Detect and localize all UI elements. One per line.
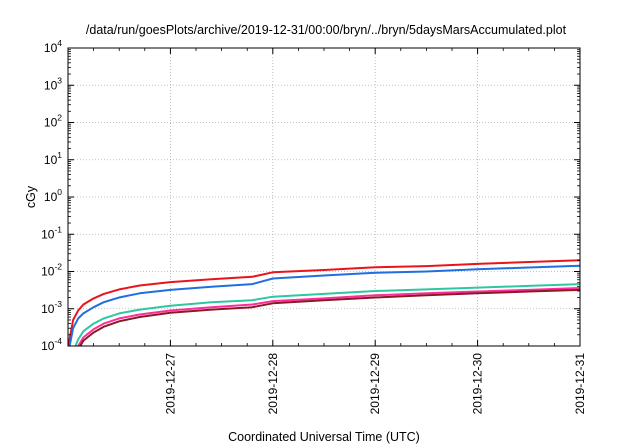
tick-marks [68, 47, 581, 347]
y-tick-base: 10 [44, 41, 58, 55]
y-tick-exponent: 4 [57, 38, 62, 48]
y-tick-exponent: -4 [54, 336, 62, 346]
y-tick-label: 103 [44, 75, 62, 92]
y-tick-exponent: 1 [57, 150, 62, 160]
series-line-4 [77, 287, 580, 346]
y-tick-label: 104 [44, 38, 62, 55]
x-tick-label: 2019-12-29 [368, 353, 382, 415]
y-tick-base: 10 [44, 153, 58, 167]
y-tick-base: 10 [41, 339, 55, 353]
y-tick-base: 10 [44, 116, 58, 130]
y-tick-exponent: 0 [57, 187, 62, 197]
y-tick-base: 10 [44, 78, 58, 92]
grid-lines [68, 48, 580, 346]
y-tick-base: 10 [41, 227, 55, 241]
y-tick-base: 10 [44, 190, 58, 204]
y-tick-exponent: -2 [54, 262, 62, 272]
y-tick-exponent: 3 [57, 75, 62, 85]
series-layer [68, 259, 580, 346]
y-axis-label: cGy [24, 185, 38, 208]
x-tick-label: 2019-12-30 [471, 353, 485, 415]
x-tick-label: 2019-12-31 [573, 353, 587, 415]
series-line-3 [74, 283, 580, 346]
chart-title: /data/run/goesPlots/archive/2019-12-31/0… [86, 23, 567, 37]
y-tick-base: 10 [41, 265, 55, 279]
x-tick-label: 2019-12-28 [266, 353, 280, 415]
y-tick-exponent: -3 [54, 299, 62, 309]
series-line-1 [68, 259, 580, 346]
y-tick-base: 10 [41, 302, 55, 316]
y-tick-label: 10-2 [41, 262, 62, 279]
x-tick-label: 2019-12-27 [163, 353, 177, 415]
series-line-2 [68, 264, 580, 346]
y-tick-label: 10-4 [41, 336, 62, 353]
y-tick-label: 10-1 [41, 224, 62, 241]
y-tick-label: 102 [44, 113, 62, 130]
x-tick-labels: 2019-12-27 2019-12-28 2019-12-29 2019-12-30… [163, 353, 587, 415]
y-tick-label: 100 [44, 187, 62, 204]
y-tick-label: 101 [44, 150, 62, 167]
series-line-5 [79, 288, 580, 346]
x-axis-label: Coordinated Universal Time (UTC) [228, 430, 420, 444]
y-tick-exponent: -1 [54, 224, 62, 234]
y-tick-exponent: 2 [57, 113, 62, 123]
y-tick-label: 10-3 [41, 299, 62, 316]
